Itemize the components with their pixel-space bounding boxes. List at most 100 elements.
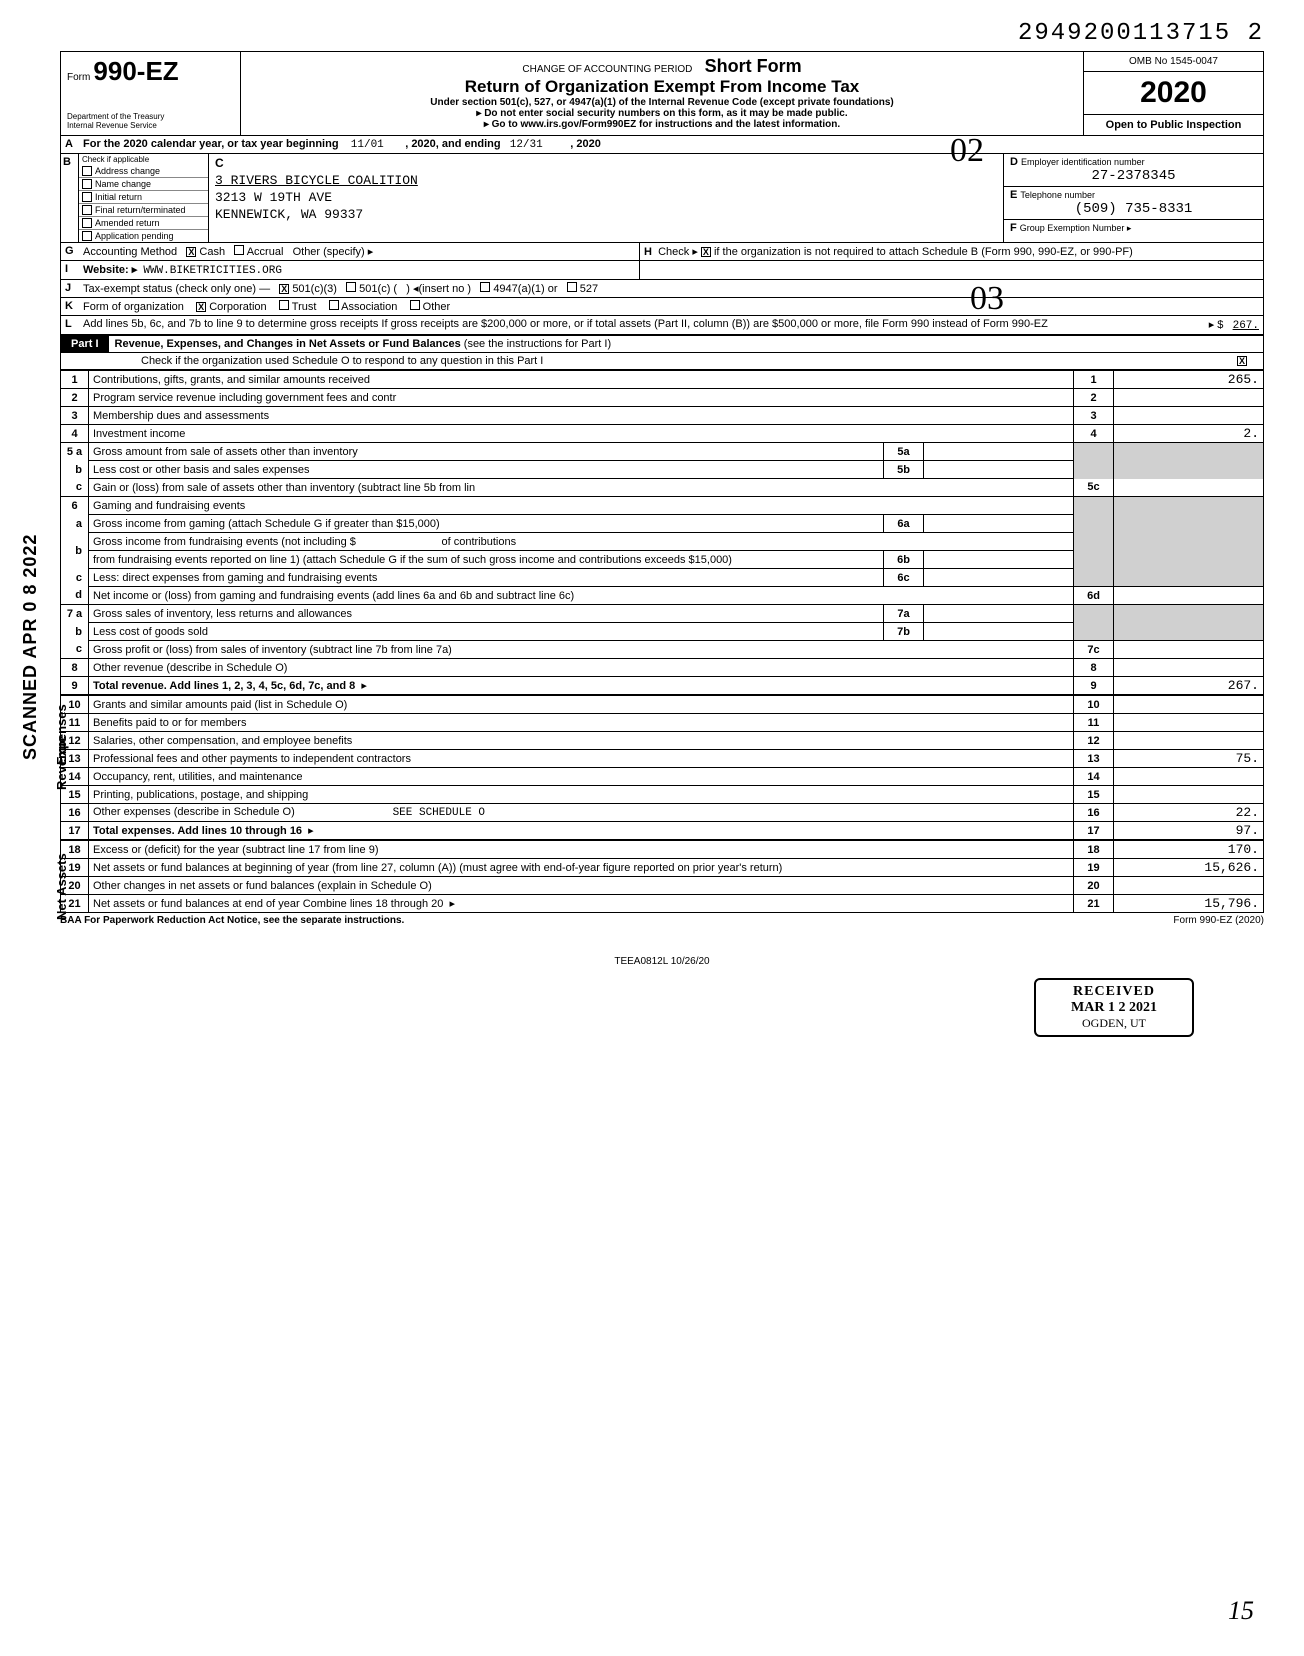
stamp-received: RECEIVED xyxy=(1046,984,1182,1000)
phone: (509) 735-8331 xyxy=(1010,201,1257,217)
check-o-text: Check if the organization used Schedule … xyxy=(61,353,1233,369)
l19-val: 15,626. xyxy=(1114,859,1264,877)
form-number: 990-EZ xyxy=(93,56,178,86)
lbl-insert-no: ) ◂(insert no ) xyxy=(406,283,471,295)
under-section: Under section 501(c), 527, or 4947(a)(1)… xyxy=(249,97,1075,108)
line-a: A For the 2020 calendar year, or tax yea… xyxy=(60,136,1264,154)
h-check-text: Check ▸ xyxy=(658,246,698,258)
tax-year-end: 12/31 xyxy=(510,139,543,151)
l15-desc: Printing, publications, postage, and shi… xyxy=(89,786,1074,804)
lbl-other-method: Other (specify) ▸ xyxy=(293,246,374,258)
chk-name-change[interactable] xyxy=(82,179,92,189)
lbl-501c3: 501(c)(3) xyxy=(292,283,337,295)
chk-4947[interactable] xyxy=(480,282,490,292)
l5a-desc: Gross amount from sale of assets other t… xyxy=(89,443,884,461)
l20-desc: Other changes in net assets or fund bala… xyxy=(89,877,1074,895)
schedule-o-check-row: Check if the organization used Schedule … xyxy=(60,353,1264,370)
l16-extra: SEE SCHEDULE O xyxy=(393,807,485,819)
l10-desc: Grants and similar amounts paid (list in… xyxy=(89,696,1074,714)
checkbox-column-b: Check if applicable Address change Name … xyxy=(79,154,209,242)
chk-other-org[interactable] xyxy=(410,300,420,310)
line-l: L Add lines 5b, 6c, and 7b to line 9 to … xyxy=(60,316,1264,335)
part-i-title: Revenue, Expenses, and Changes in Net As… xyxy=(115,338,461,350)
footer-right: Form 990-EZ (2020) xyxy=(1173,915,1264,926)
l7b-desc: Less cost of goods sold xyxy=(89,623,884,641)
j-label: Tax-exempt status (check only one) — xyxy=(83,283,270,295)
lbl-amended: Amended return xyxy=(95,218,160,228)
ssn-note: ▸ Do not enter social security numbers o… xyxy=(249,108,1075,119)
l16-val: 22. xyxy=(1114,804,1264,822)
chk-final-return[interactable] xyxy=(82,205,92,215)
org-name: 3 RIVERS BICYCLE COALITION xyxy=(215,173,418,188)
stamp-location: OGDEN, UT xyxy=(1046,1016,1182,1031)
l6a-desc: Gross income from gaming (attach Schedul… xyxy=(89,515,884,533)
chk-amended[interactable] xyxy=(82,218,92,228)
chk-initial-return[interactable] xyxy=(82,192,92,202)
i-label: Website: ▸ xyxy=(83,264,137,276)
line-j: J Tax-exempt status (check only one) — 5… xyxy=(60,280,1264,298)
l13-desc: Professional fees and other payments to … xyxy=(89,750,1074,768)
form-prefix: Form xyxy=(67,72,90,83)
k-label: Form of organization xyxy=(83,301,184,313)
f-label: Group Exemption Number ▸ xyxy=(1020,223,1132,233)
chk-schedule-o[interactable] xyxy=(1237,356,1247,366)
l14-desc: Occupancy, rent, utilities, and maintena… xyxy=(89,768,1074,786)
line-k: K Form of organization Corporation Trust… xyxy=(60,298,1264,316)
l7a-desc: Gross sales of inventory, less returns a… xyxy=(89,605,884,623)
l17-val: 97. xyxy=(1114,822,1264,840)
l11-desc: Benefits paid to or for members xyxy=(89,714,1074,732)
chk-trust[interactable] xyxy=(279,300,289,310)
l18-desc: Excess or (deficit) for the year (subtra… xyxy=(89,841,1074,859)
l21-val: 15,796. xyxy=(1114,895,1264,913)
chk-schedule-b[interactable] xyxy=(701,247,711,257)
net-assets-table: 18Excess or (deficit) for the year (subt… xyxy=(60,840,1264,913)
l5c-desc: Gain or (loss) from sale of assets other… xyxy=(89,479,1074,497)
lbl-name-change: Name change xyxy=(95,179,151,189)
chk-address-change[interactable] xyxy=(82,166,92,176)
chk-association[interactable] xyxy=(329,300,339,310)
ein: 27-2378345 xyxy=(1010,168,1257,184)
chk-app-pending[interactable] xyxy=(82,231,92,241)
e-label: Telephone number xyxy=(1020,190,1095,200)
l7c-desc: Gross profit or (loss) from sales of inv… xyxy=(89,641,1074,659)
chk-corporation[interactable] xyxy=(196,302,206,312)
footer-mid: TEEA0812L 10/26/20 xyxy=(60,956,1264,967)
l6b-desc: Gross income from fundraising events (no… xyxy=(93,536,356,548)
chk-527[interactable] xyxy=(567,282,577,292)
document-id: 2949200113715 2 xyxy=(60,20,1264,47)
l18-val: 170. xyxy=(1114,841,1264,859)
line-a-mid: , 2020, and ending xyxy=(405,138,500,150)
part-i-note: (see the instructions for Part I) xyxy=(464,338,611,350)
lbl-trust: Trust xyxy=(292,301,317,313)
scanned-stamp: SCANNED APR 0 8 2022 xyxy=(20,534,41,760)
line-a-yr: , 2020 xyxy=(570,138,601,150)
chk-501c3[interactable] xyxy=(279,284,289,294)
l1-val: 265. xyxy=(1114,371,1264,389)
lbl-app-pending: Application pending xyxy=(95,231,174,241)
lbl-accrual: Accrual xyxy=(247,246,284,258)
lbl-527: 527 xyxy=(580,283,598,295)
identity-block: B Check if applicable Address change Nam… xyxy=(60,154,1264,243)
side-net-assets: Net Assets xyxy=(54,853,69,920)
expenses-table: 10Grants and similar amounts paid (list … xyxy=(60,695,1264,840)
l13-val: 75. xyxy=(1114,750,1264,768)
lbl-501c: 501(c) ( xyxy=(359,283,397,295)
website: WWW.BIKETRICITIES.ORG xyxy=(143,265,282,277)
handwritten-03: 03 xyxy=(970,280,1004,318)
l9-val: 267. xyxy=(1114,677,1264,695)
chk-accrual[interactable] xyxy=(234,245,244,255)
open-public: Open to Public Inspection xyxy=(1084,115,1263,135)
h-rest: if the organization is not required to a… xyxy=(714,246,1133,258)
chk-cash[interactable] xyxy=(186,247,196,257)
short-form-label: Short Form xyxy=(705,56,802,76)
goto-note: ▸ Go to www.irs.gov/Form990EZ for instru… xyxy=(249,119,1075,130)
lbl-association: Association xyxy=(341,301,397,313)
l6d-desc: Net income or (loss) from gaming and fun… xyxy=(89,587,1074,605)
l16-desc: Other expenses (describe in Schedule O) xyxy=(93,806,295,818)
l5b-desc: Less cost or other basis and sales expen… xyxy=(89,461,884,479)
page-footer: BAA For Paperwork Reduction Act Notice, … xyxy=(60,915,1264,926)
change-period: CHANGE OF ACCOUNTING PERIOD xyxy=(522,64,692,75)
b-label: Check if applicable xyxy=(79,154,208,165)
chk-501c[interactable] xyxy=(346,282,356,292)
l-text: Add lines 5b, 6c, and 7b to line 9 to de… xyxy=(79,316,1083,334)
